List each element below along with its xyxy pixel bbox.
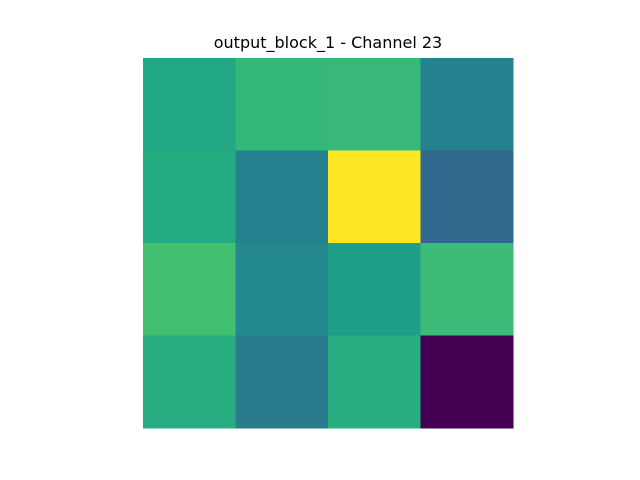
- heatmap-cell-r3-c3: [420, 335, 514, 429]
- heatmap-cell-r2-c2: [328, 243, 421, 336]
- heatmap-cells: [143, 58, 514, 429]
- heatmap-cell-r2-c0: [143, 243, 236, 336]
- chart-title: output_block_1 - Channel 23: [213, 33, 443, 52]
- heatmap-cell-r0-c3: [420, 58, 514, 151]
- heatmap-cell-r1-c1: [235, 150, 329, 244]
- heatmap-cell-r2-c1: [235, 243, 329, 336]
- heatmap-cell-r3-c0: [143, 335, 236, 429]
- heatmap-cell-r0-c0: [143, 58, 236, 151]
- heatmap-cell-r0-c1: [235, 58, 329, 151]
- heatmap-cell-r3-c1: [235, 335, 329, 429]
- heatmap-cell-r0-c2: [328, 58, 421, 151]
- heatmap-cell-r1-c3: [420, 150, 514, 244]
- heatmap-cell-r2-c3: [420, 243, 514, 336]
- heatmap-cell-r1-c0: [143, 150, 236, 244]
- heatmap-cell-r3-c2: [328, 335, 421, 429]
- heatmap-cell-r1-c2: [328, 150, 421, 244]
